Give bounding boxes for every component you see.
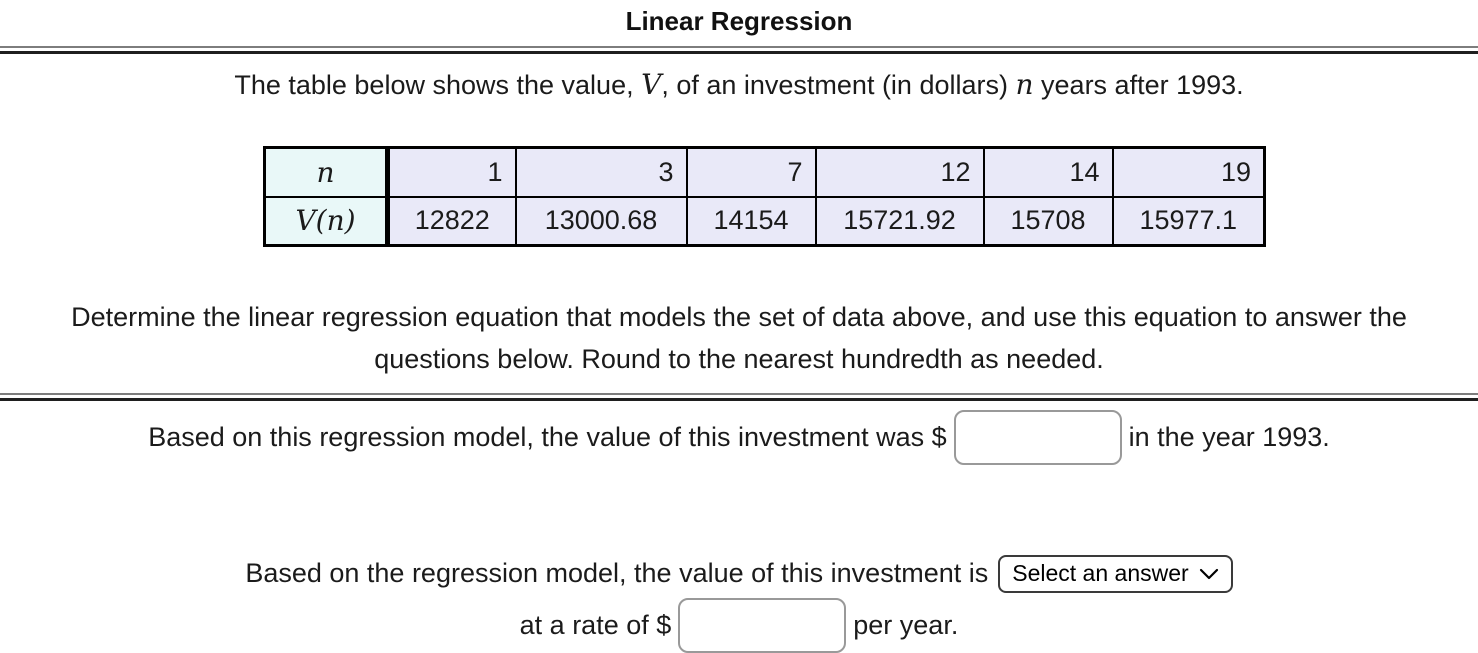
separator-dark-line	[0, 397, 1478, 401]
investment-table: n 1 3 7 12 14 19 V(n) 12822 13000.68 141…	[263, 146, 1266, 247]
top-separator	[0, 46, 1478, 54]
separator-dark-line	[0, 51, 1478, 54]
table-row-n: n 1 3 7 12 14 19	[263, 146, 1266, 198]
n-value-cell: 19	[1111, 146, 1266, 198]
n-value-cell: 3	[514, 146, 688, 198]
q1-value-input[interactable]	[953, 409, 1122, 465]
q2-line2-before: at a rate of $	[519, 609, 672, 640]
separator-gray-line	[0, 392, 1478, 395]
chevron-down-icon	[1199, 568, 1219, 580]
separator-gray-line	[0, 46, 1478, 48]
question-2-line-2: at a rate of $ per year.	[0, 597, 1478, 653]
n-value-cell: 12	[814, 146, 985, 198]
v-value-cell: 13000.68	[514, 195, 688, 247]
v-value-cell: 15721.92	[814, 195, 985, 247]
table-row-vn: V(n) 12822 13000.68 14154 15721.92 15708…	[263, 195, 1266, 247]
intro-text: The table below shows the value, V, of a…	[0, 68, 1478, 101]
row-header-n: n	[263, 146, 390, 198]
intro-part1: The table below shows the value,	[234, 70, 642, 100]
n-value-cell: 7	[685, 146, 817, 198]
v-value-cell: 15977.1	[1111, 195, 1266, 247]
math-var-n: n	[1015, 68, 1034, 101]
trend-answer-select[interactable]: Select an answer	[998, 554, 1233, 593]
v-value-cell: 12822	[386, 195, 517, 247]
q2-line2-after: per year.	[853, 609, 959, 640]
q1-text-before: Based on this regression model, the valu…	[148, 421, 947, 452]
select-selected-label: Select an answer	[1012, 560, 1189, 587]
math-var-v: V	[641, 68, 662, 101]
question-2-line-1: Based on the regression model, the value…	[0, 554, 1478, 593]
q2-text-before: Based on the regression model, the value…	[245, 558, 989, 589]
q2-rate-input[interactable]	[678, 597, 847, 653]
q1-text-after: in the year 1993.	[1128, 421, 1330, 452]
v-value-cell: 14154	[685, 195, 817, 247]
middle-separator	[0, 392, 1478, 401]
intro-part3: years after 1993.	[1033, 70, 1244, 100]
v-value-cell: 15708	[982, 195, 1114, 247]
instructions-text: Determine the linear regression equation…	[71, 302, 1407, 374]
intro-part2: , of an investment (in dollars)	[661, 70, 1016, 100]
n-value-cell: 1	[386, 146, 517, 198]
n-value-cell: 14	[982, 146, 1114, 198]
row-header-vn: V(n)	[263, 195, 390, 247]
question-1: Based on this regression model, the valu…	[0, 409, 1478, 465]
page-title: Linear Regression	[625, 6, 853, 36]
